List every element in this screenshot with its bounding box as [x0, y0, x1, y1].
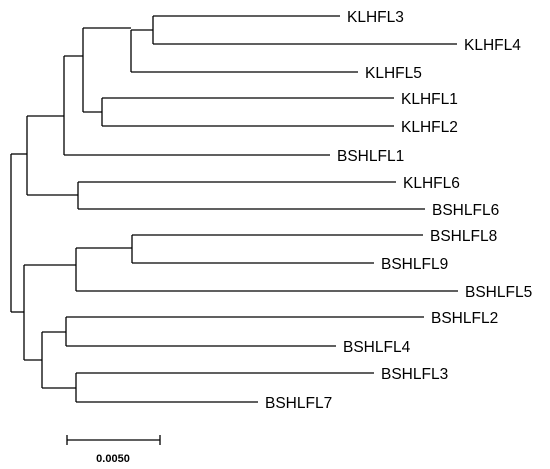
leaf-label-bshlfl3: BSHLFL3 [381, 366, 448, 383]
leaf-label-bshlfl4: BSHLFL4 [343, 339, 411, 356]
leaf-labels: KLHFL3 KLHFL4 KLHFL5 KLHFL1 KLHFL2 BSHLF… [265, 9, 532, 412]
scale-bar-label: 0.0050 [96, 453, 130, 465]
leaf-label-klhfl6: KLHFL6 [403, 175, 460, 192]
leaf-label-klhfl5: KLHFL5 [365, 65, 422, 82]
leaf-label-klhfl4: KLHFL4 [464, 37, 521, 54]
leaf-label-bshlfl8: BSHLFL8 [430, 228, 497, 245]
scale-bar: 0.0050 [66, 435, 161, 465]
leaf-label-bshlfl5: BSHLFL5 [465, 284, 532, 301]
leaf-label-klhfl3: KLHFL3 [347, 9, 404, 26]
leaf-label-klhfl1: KLHFL1 [401, 91, 458, 108]
leaf-label-bshlfl7: BSHLFL7 [265, 395, 332, 412]
leaf-label-bshlfl9: BSHLFL9 [381, 256, 448, 273]
leaf-label-bshlfl6: BSHLFL6 [432, 202, 499, 219]
leaf-label-klhfl2: KLHFL2 [401, 119, 458, 136]
leaf-label-bshlfl1: BSHLFL1 [337, 148, 404, 165]
tree-branches [10, 15, 458, 403]
leaf-label-bshlfl2: BSHLFL2 [431, 310, 498, 327]
